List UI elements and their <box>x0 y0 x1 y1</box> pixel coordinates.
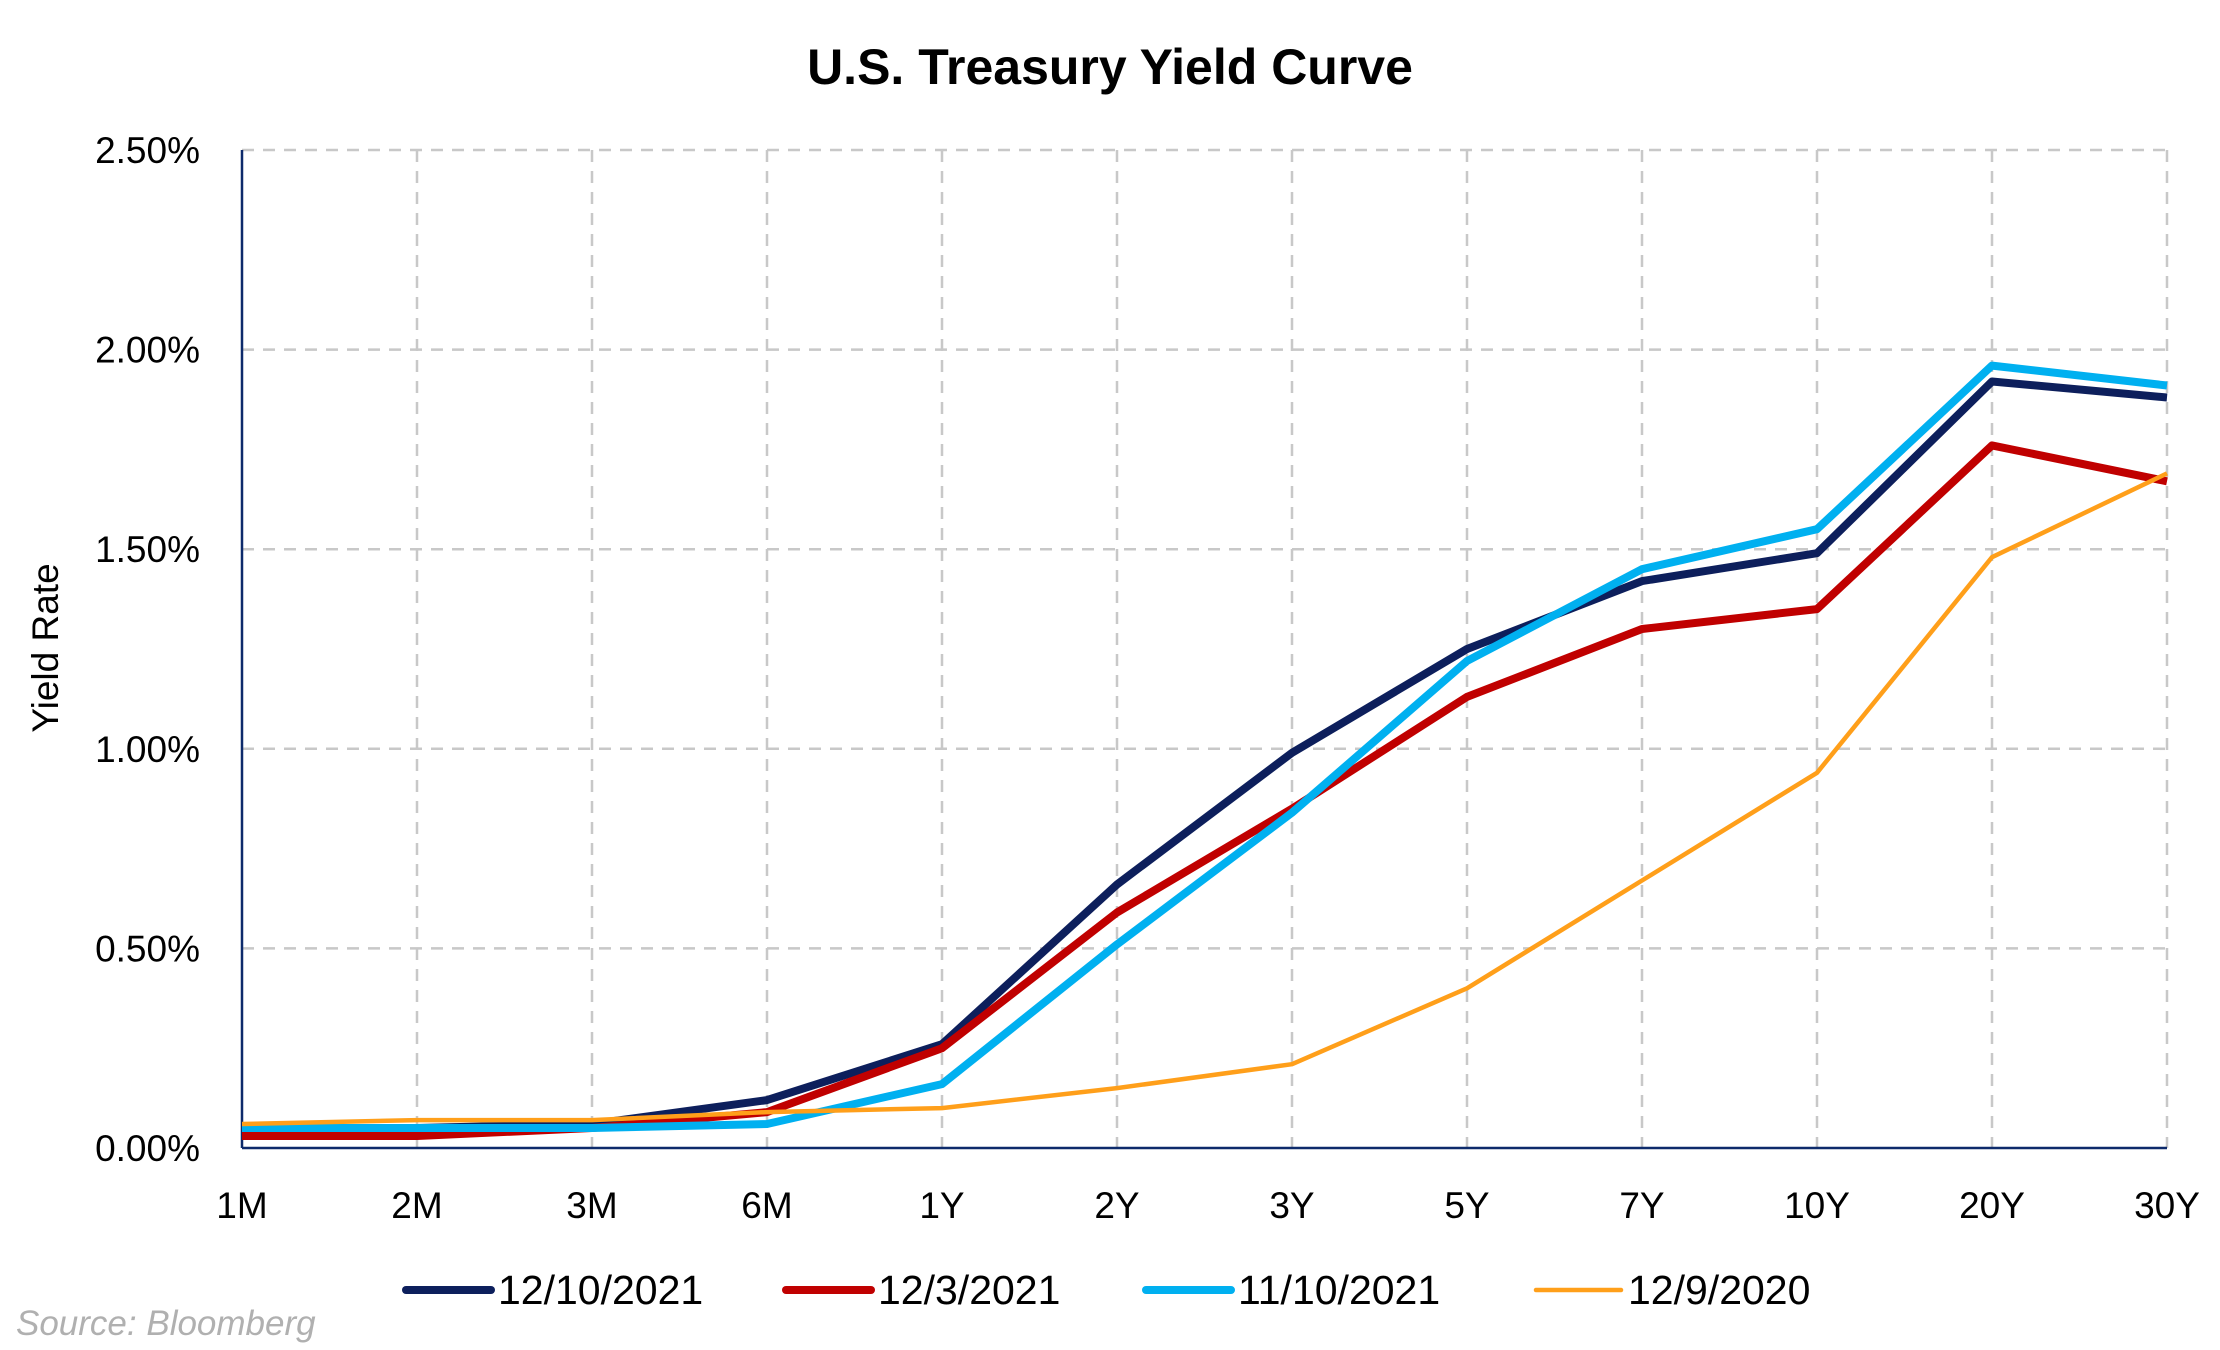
axes <box>240 150 2167 1150</box>
y-tick-label: 0.00% <box>95 1128 200 1169</box>
x-tick-label: 1M <box>216 1185 267 1226</box>
chart-title: U.S. Treasury Yield Curve <box>807 39 1413 95</box>
series-line-3 <box>242 361 2168 1132</box>
x-tick-label: 10Y <box>1784 1185 1850 1226</box>
x-tick-label: 5Y <box>1444 1185 1489 1226</box>
series-line-4 <box>241 471 2168 1127</box>
grid <box>242 148 2169 1148</box>
legend-label: 11/10/2021 <box>1238 1267 1440 1313</box>
y-tick-label: 1.00% <box>95 729 200 770</box>
legend-label: 12/9/2020 <box>1628 1267 1810 1313</box>
source-note: Source: Bloomberg <box>16 1304 316 1343</box>
tick-labels: 0.00% 0.50% 1.00% 1.50% 2.00% 2.50% 1M 2M 3M 6M 1Y… <box>95 130 2200 1226</box>
series-line-1 <box>241 377 2168 1140</box>
legend-label: 12/10/2021 <box>498 1267 703 1313</box>
x-tick-label: 3M <box>566 1185 617 1226</box>
series-line-2 <box>242 441 2168 1140</box>
x-tick-label: 6M <box>741 1185 792 1226</box>
y-tick-label: 2.00% <box>95 330 200 371</box>
legend: 12/10/2021 12/3/2021 11/10/2021 12/9/2020 <box>402 1267 1810 1313</box>
x-tick-label: 20Y <box>1959 1185 2025 1226</box>
series-lines <box>241 361 2168 1140</box>
x-tick-label: 3Y <box>1269 1185 1314 1226</box>
x-tick-label: 2Y <box>1094 1185 1139 1226</box>
x-tick-label: 2M <box>391 1185 442 1226</box>
y-tick-label: 2.50% <box>95 130 200 171</box>
y-tick-label: 1.50% <box>95 529 200 570</box>
y-tick-label: 0.50% <box>95 928 200 969</box>
x-tick-label: 1Y <box>919 1185 964 1226</box>
legend-label: 12/3/2021 <box>878 1267 1060 1313</box>
x-tick-label: 7Y <box>1619 1185 1664 1226</box>
y-axis-label: Yield Rate <box>25 563 66 732</box>
x-tick-label: 30Y <box>2134 1185 2200 1226</box>
